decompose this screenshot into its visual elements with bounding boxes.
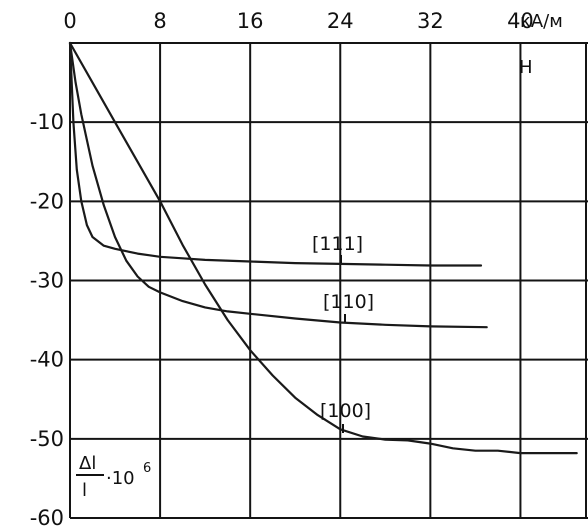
y-label-exponent: 6 bbox=[143, 461, 151, 476]
series-line-100 bbox=[68, 41, 578, 455]
x-axis-label: H bbox=[519, 57, 533, 78]
y-tick-labels: -10 -20 -30 -40 -50 -60 bbox=[30, 110, 64, 528]
x-tick-label: 8 bbox=[153, 9, 166, 33]
series-label-group: [111] [110] [100] bbox=[312, 233, 374, 433]
y-label-numerator: Δl bbox=[79, 453, 96, 474]
x-unit-label: кА/м bbox=[520, 11, 563, 32]
series-line-111 bbox=[68, 41, 483, 267]
x-tick-label: 24 bbox=[327, 9, 354, 33]
y-tick-label: -40 bbox=[30, 348, 64, 372]
x-tick-label: 40 bbox=[507, 9, 534, 33]
series-label-110: [110] bbox=[323, 291, 374, 313]
y-tick-label: -10 bbox=[30, 110, 64, 134]
grid bbox=[69, 42, 588, 519]
x-tick-label: 16 bbox=[237, 9, 264, 33]
series-label-111: [111] bbox=[312, 233, 363, 255]
y-tick-label: -20 bbox=[30, 189, 64, 213]
y-tick-label: -50 bbox=[30, 427, 64, 451]
y-tick-label: -30 bbox=[30, 269, 64, 293]
series-label-100: [100] bbox=[320, 400, 371, 422]
series-curves bbox=[68, 41, 578, 455]
y-label-multiplier: ·10 bbox=[106, 468, 135, 489]
y-axis-label: Δl l ·10 6 bbox=[76, 453, 151, 501]
x-tick-label: 32 bbox=[417, 9, 444, 33]
y-tick-label: -60 bbox=[30, 506, 64, 528]
x-tick-labels: 0 8 16 24 32 40 bbox=[63, 9, 533, 33]
x-tick-label: 0 bbox=[63, 9, 76, 33]
y-label-denominator: l bbox=[82, 480, 87, 501]
series-line-110 bbox=[68, 41, 488, 329]
